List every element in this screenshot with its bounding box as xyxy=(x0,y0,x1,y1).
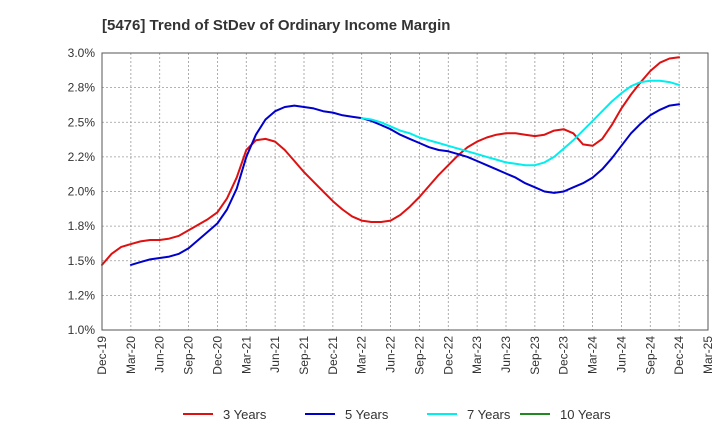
x-tick-label: Dec-22 xyxy=(441,336,455,375)
x-tick-label: Mar-24 xyxy=(586,336,600,374)
legend: 3 Years 5 Years 7 Years 10 Years xyxy=(183,407,611,422)
plot-frame xyxy=(101,52,709,331)
x-axis-tick-labels: Dec-19 Mar-20 Jun-20 Sep-20 Dec-20 Mar-21 Jun-… xyxy=(95,336,715,375)
y-tick-label: 1.2% xyxy=(68,288,96,302)
x-tick-label: Dec-19 xyxy=(95,336,109,375)
x-tick-label: Jun-22 xyxy=(384,336,398,373)
x-tick-label: Mar-22 xyxy=(355,336,369,374)
series-line-5-years xyxy=(129,103,681,266)
x-tick-label: Jun-23 xyxy=(499,336,513,373)
x-tick-label: Mar-25 xyxy=(701,336,715,374)
y-tick-label: 1.8% xyxy=(68,219,96,233)
y-tick-label: 2.0% xyxy=(68,185,96,199)
y-tick-label: 2.2% xyxy=(68,150,96,164)
legend-label: 10 Years xyxy=(560,407,611,422)
series-line-3-years xyxy=(101,56,681,266)
series-lines xyxy=(101,56,681,266)
x-tick-label: Dec-21 xyxy=(326,336,340,375)
legend-label: 3 Years xyxy=(223,407,267,422)
y-tick-label: 3.0% xyxy=(68,46,96,60)
x-tick-label: Mar-23 xyxy=(470,336,484,374)
y-tick-label: 1.5% xyxy=(68,254,96,268)
x-tick-label: Dec-20 xyxy=(210,336,224,375)
chart-title: [5476] Trend of StDev of Ordinary Income… xyxy=(102,17,450,34)
x-tick-label: Jun-20 xyxy=(153,336,167,373)
x-tick-label: Jun-24 xyxy=(614,336,628,373)
x-tick-label: Sep-23 xyxy=(528,336,542,375)
y-axis-tick-labels: 1.0% 1.2% 1.5% 1.8% 2.0% 2.2% 2.5% 2.8% 3.0% xyxy=(68,46,96,337)
x-tick-label: Sep-21 xyxy=(297,336,311,375)
y-tick-label: 1.0% xyxy=(68,323,96,337)
x-tick-label: Dec-23 xyxy=(557,336,571,375)
plot-area xyxy=(102,53,708,330)
y-tick-label: 2.5% xyxy=(68,115,96,129)
x-tick-label: Sep-22 xyxy=(412,336,426,375)
x-tick-label: Sep-24 xyxy=(643,336,657,375)
legend-label: 7 Years xyxy=(467,407,511,422)
x-tick-label: Jun-21 xyxy=(268,336,282,373)
x-tick-label: Dec-24 xyxy=(672,336,686,375)
x-tick-label: Sep-20 xyxy=(182,336,196,375)
x-tick-label: Mar-21 xyxy=(239,336,253,374)
series-line-7-years xyxy=(360,79,681,167)
y-tick-label: 2.8% xyxy=(68,81,96,95)
legend-label: 5 Years xyxy=(345,407,389,422)
x-tick-label: Mar-20 xyxy=(124,336,138,374)
